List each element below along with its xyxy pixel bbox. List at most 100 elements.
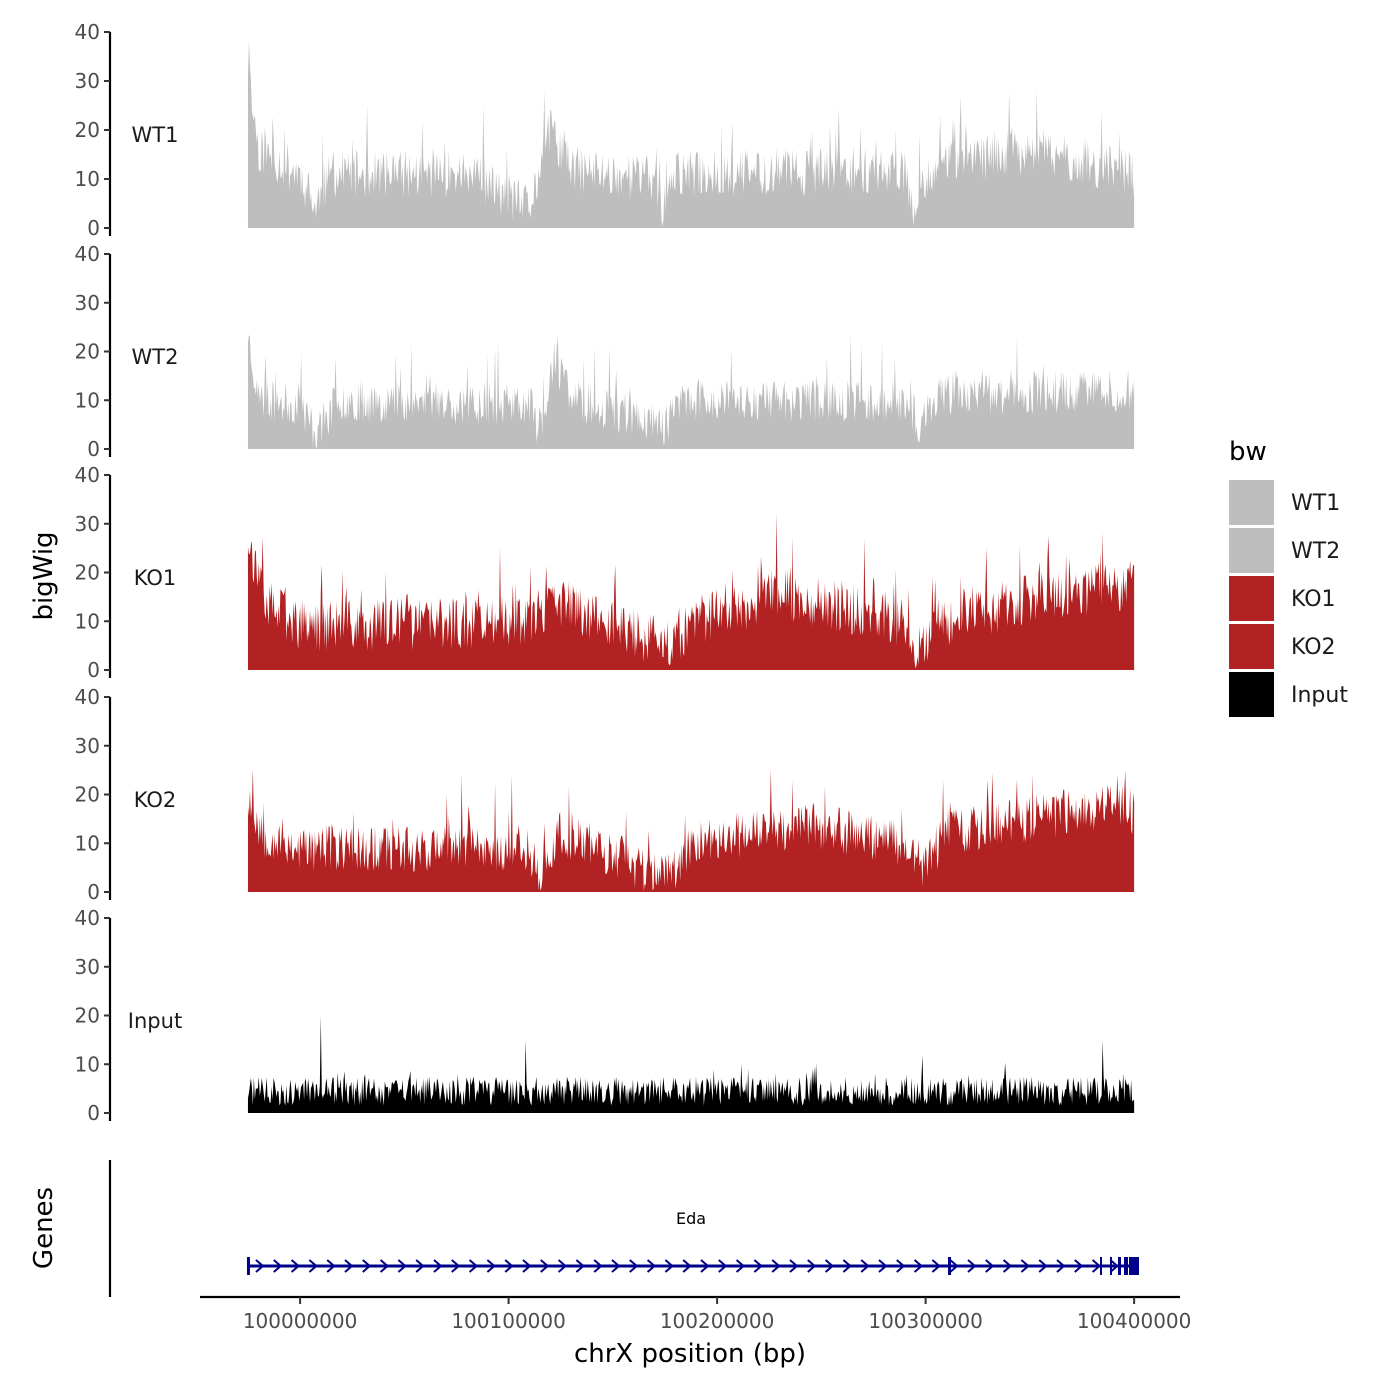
exon xyxy=(1100,1257,1102,1275)
y-tick-label: 30 xyxy=(75,291,100,315)
track-label-wt1: WT1 xyxy=(132,123,179,147)
strand-arrow xyxy=(273,1259,283,1273)
strand-arrow xyxy=(451,1259,461,1273)
legend: bw WT1 WT2 KO1 KO2 Input xyxy=(1229,437,1348,717)
y-tick-label: 40 xyxy=(75,685,100,709)
x-axis-title: chrX position (bp) xyxy=(574,1339,806,1369)
exon xyxy=(948,1257,951,1275)
strand-arrow xyxy=(842,1259,852,1273)
x-tick-label: 100200000 xyxy=(660,1309,775,1333)
y-tick-label: 20 xyxy=(75,1004,100,1028)
strand-arrow xyxy=(1109,1259,1119,1273)
track-label-wt2: WT2 xyxy=(132,345,179,369)
legend-key-ko1 xyxy=(1229,576,1274,621)
strand-arrow xyxy=(290,1259,301,1273)
x-axis: 100000000 100100000 100200000 100300000 1004… xyxy=(200,1295,1191,1333)
y-tick-label: 10 xyxy=(75,609,100,633)
y-tick-label: 40 xyxy=(75,463,100,487)
x-tick-label: 100000000 xyxy=(243,1309,358,1333)
y-tick-label: 10 xyxy=(75,1052,100,1076)
exon xyxy=(1129,1257,1139,1275)
y-tick-label: 0 xyxy=(87,880,100,904)
strand-arrow xyxy=(397,1259,407,1273)
strand-arrow xyxy=(735,1259,746,1273)
strand-arrow xyxy=(1038,1259,1048,1273)
coverage-area-input xyxy=(247,1015,1135,1113)
genes-panel: Eda xyxy=(108,1160,1139,1297)
strand-arrow xyxy=(860,1259,870,1273)
coverage-area-ko1 xyxy=(247,513,1135,670)
gene-name-label: Eda xyxy=(676,1209,706,1228)
strand-arrow xyxy=(1056,1259,1066,1273)
strand-arrow xyxy=(255,1259,265,1273)
y-tick-label: 20 xyxy=(75,783,100,807)
strand-arrow xyxy=(967,1259,977,1273)
track-wt2: 0 10 20 30 40 WT2 xyxy=(75,242,1135,461)
coverage-area-wt2 xyxy=(247,334,1135,449)
strand-arrow xyxy=(504,1259,514,1273)
y-tick-label: 10 xyxy=(75,831,100,855)
track-label-input: Input xyxy=(128,1009,182,1033)
strand-arrow xyxy=(486,1259,496,1273)
y-tick-label: 20 xyxy=(75,118,100,142)
y-axis-title: bigWig xyxy=(29,531,59,620)
strand-arrow xyxy=(611,1259,621,1273)
track-wt1: 0 10 20 30 40 WT1 xyxy=(75,20,1135,240)
strand-arrow xyxy=(646,1259,657,1273)
strand-arrow xyxy=(1020,1259,1030,1273)
strand-arrow xyxy=(362,1259,372,1273)
strand-arrow xyxy=(468,1259,479,1273)
strand-arrow xyxy=(379,1259,390,1273)
strand-arrow xyxy=(415,1259,425,1273)
strand-arrow xyxy=(807,1259,817,1273)
strand-arrow xyxy=(575,1259,585,1273)
strand-arrow xyxy=(308,1259,318,1273)
strand-arrow xyxy=(753,1259,763,1273)
strand-arrow xyxy=(949,1259,959,1273)
y-tick-label: 30 xyxy=(75,69,100,93)
y-tick-label: 0 xyxy=(87,1101,100,1125)
exon xyxy=(246,1257,250,1275)
y-tick-label: 30 xyxy=(75,734,100,758)
legend-key-input xyxy=(1229,672,1274,717)
strand-arrow xyxy=(1091,1259,1102,1273)
x-tick-label: 100300000 xyxy=(868,1309,983,1333)
strand-arrow xyxy=(433,1259,443,1273)
strand-arrow xyxy=(771,1259,781,1273)
strand-arrow xyxy=(629,1259,639,1273)
strand-arrow xyxy=(913,1259,924,1273)
strand-arrow xyxy=(931,1259,941,1273)
y-tick-label: 0 xyxy=(87,658,100,682)
strand-arrow xyxy=(985,1259,995,1273)
strand-arrow xyxy=(789,1259,799,1273)
legend-key-wt1 xyxy=(1229,480,1274,525)
coverage-area-ko2 xyxy=(247,768,1135,892)
strand-arrow xyxy=(824,1259,835,1273)
y-tick-label: 10 xyxy=(75,167,100,191)
y-tick-label: 30 xyxy=(75,955,100,979)
strand-arrow xyxy=(326,1259,336,1273)
strand-arrow xyxy=(593,1259,603,1273)
strand-arrow xyxy=(896,1259,906,1273)
y-tick-label: 10 xyxy=(75,388,100,412)
x-tick-label: 100100000 xyxy=(451,1309,566,1333)
track-label-ko1: KO1 xyxy=(134,566,177,590)
exon xyxy=(1110,1257,1112,1275)
legend-label-ko2: KO2 xyxy=(1291,635,1336,660)
legend-key-wt2 xyxy=(1229,528,1274,573)
y-tick-label: 20 xyxy=(75,561,100,585)
strand-arrow xyxy=(878,1259,888,1273)
legend-label-ko1: KO1 xyxy=(1291,587,1336,612)
strand-arrow xyxy=(522,1259,532,1273)
strand-arrow xyxy=(700,1259,710,1273)
track-ko1: 0 10 20 30 40 KO1 xyxy=(75,463,1135,682)
legend-key-ko2 xyxy=(1229,624,1274,669)
legend-label-wt1: WT1 xyxy=(1291,491,1340,516)
track-input: 0 10 20 30 40 Input xyxy=(75,906,1135,1125)
strand-arrow xyxy=(718,1259,728,1273)
y-tick-label: 20 xyxy=(75,340,100,364)
exon xyxy=(1124,1257,1128,1275)
bigwig-tracks: 0 10 20 30 40 WT1 0 10 20 30 40 WT2 0 10 20 30 40 KO1 0 10 2… xyxy=(75,20,1135,1125)
strand-arrow xyxy=(557,1259,568,1273)
